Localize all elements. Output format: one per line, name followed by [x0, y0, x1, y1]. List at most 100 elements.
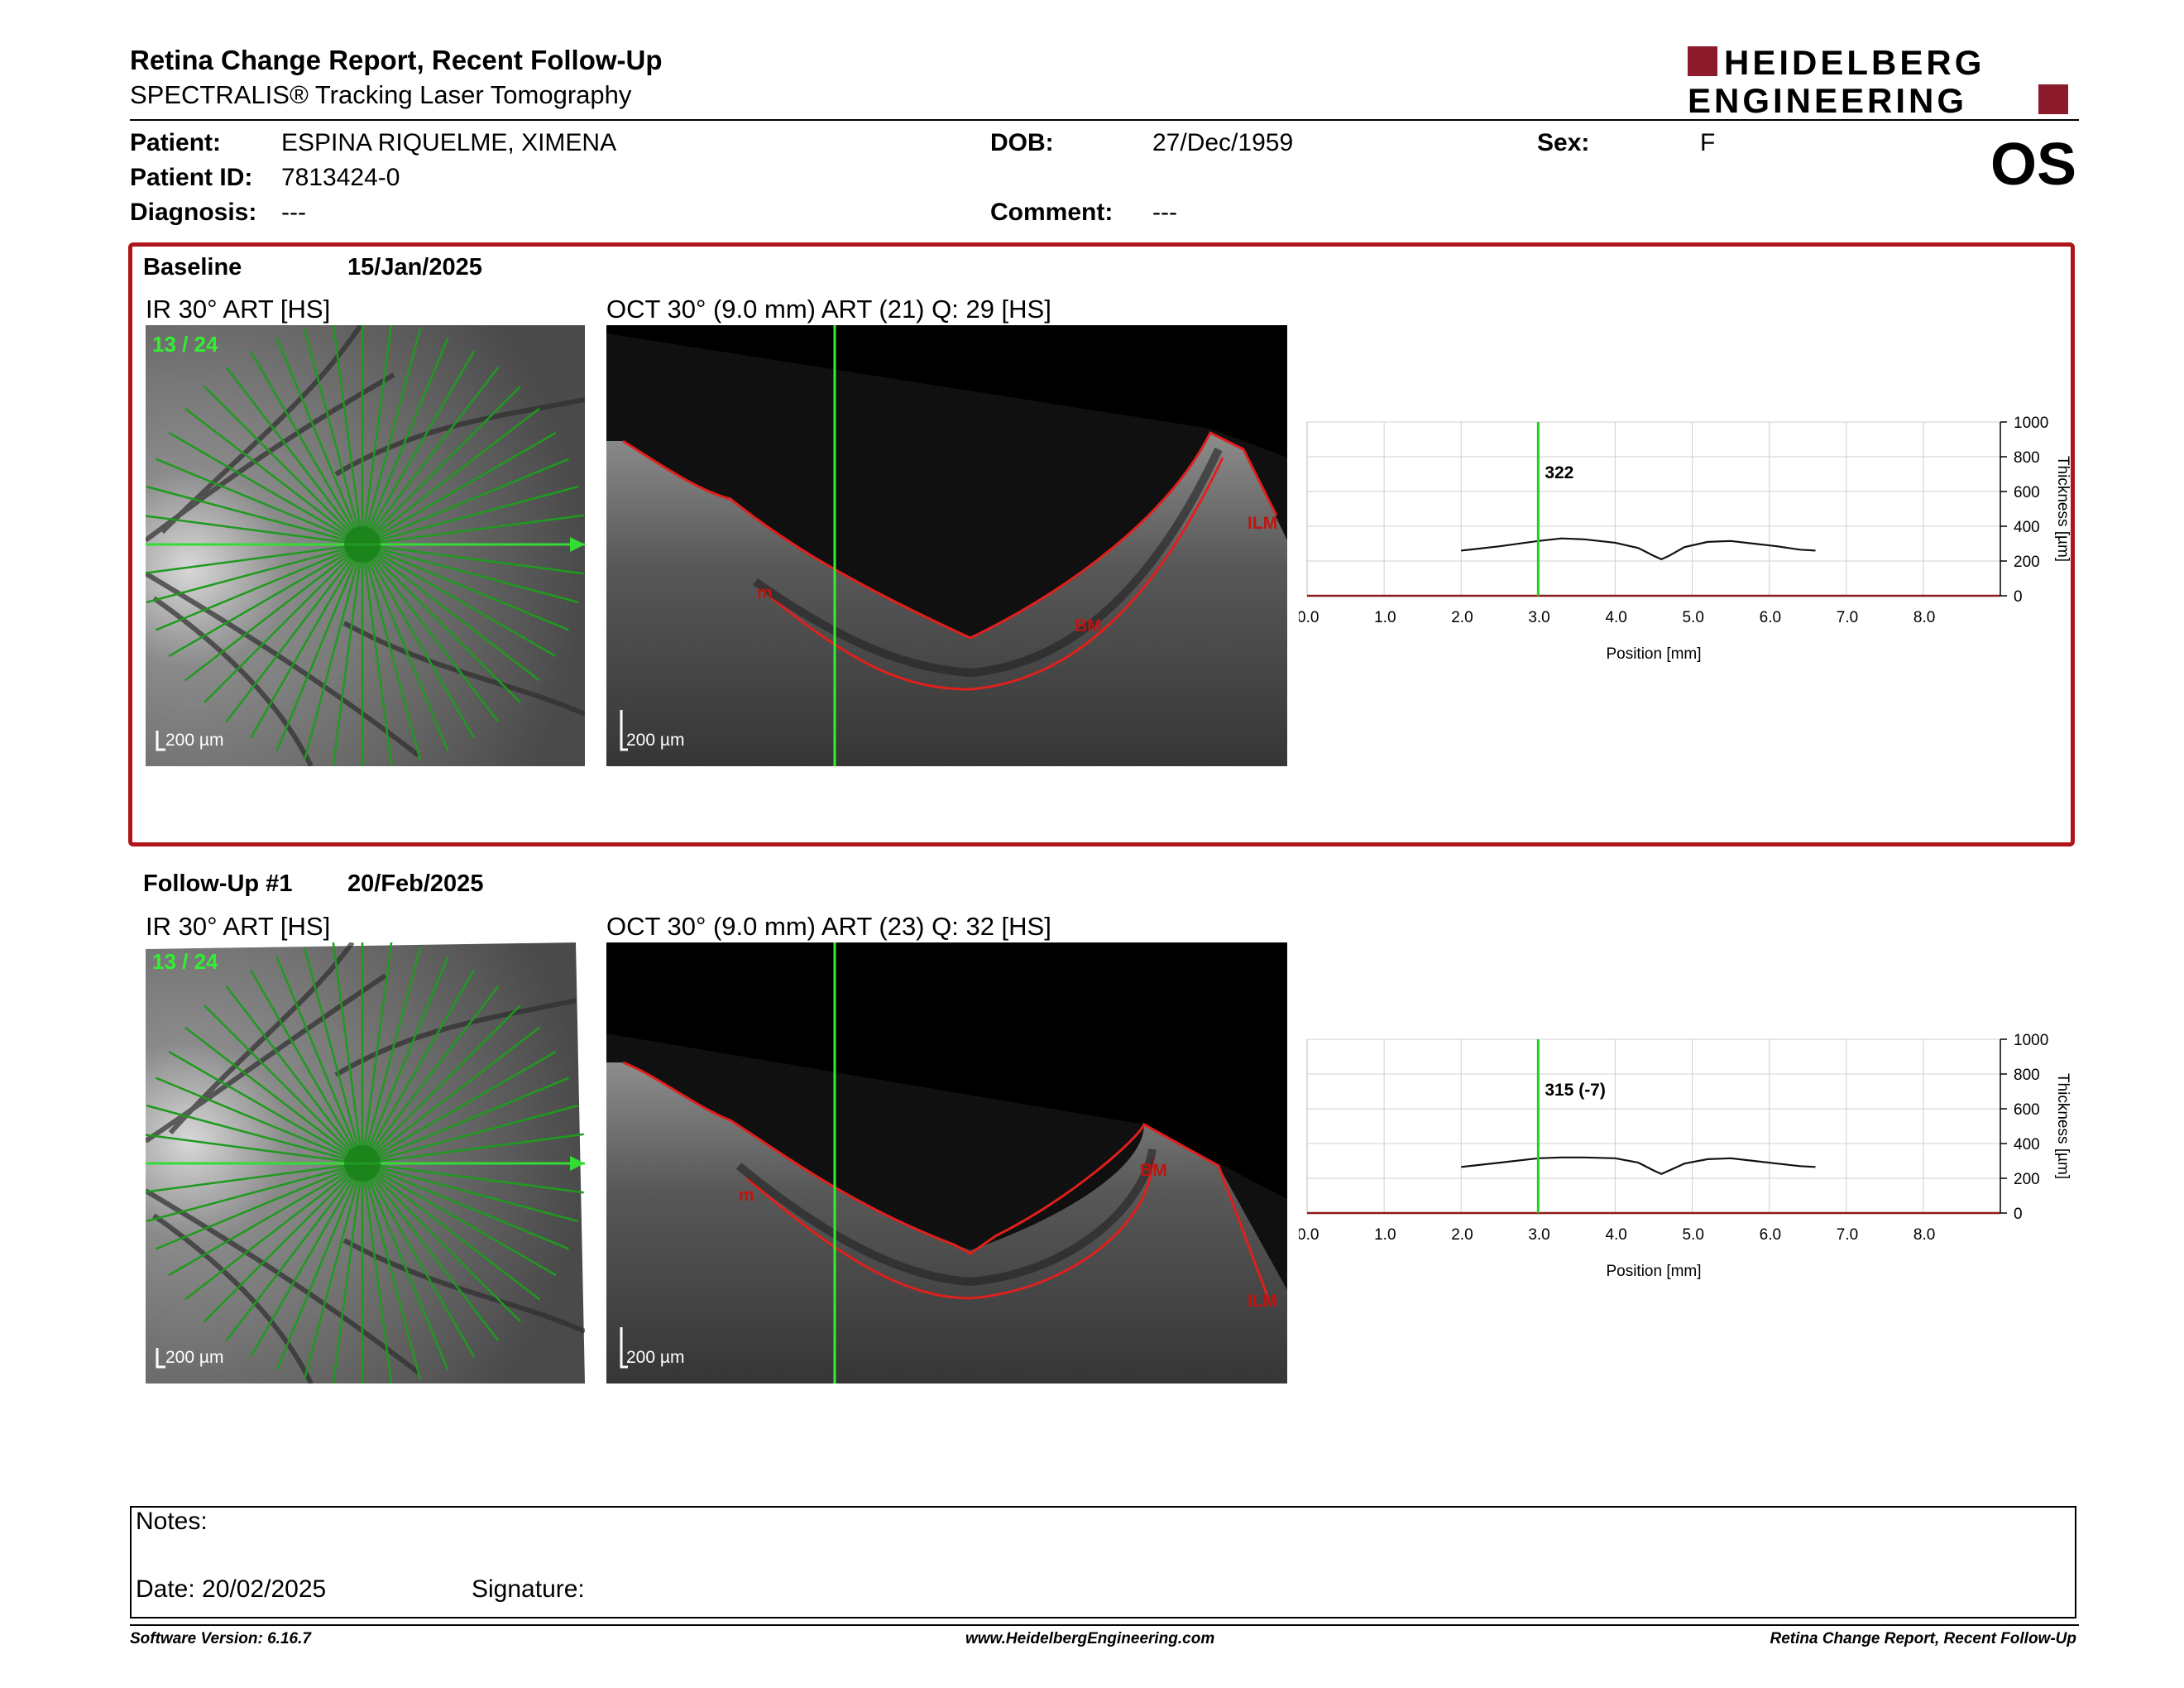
radial-scan-line — [361, 350, 476, 545]
patient-id-label: Patient ID: — [130, 164, 253, 191]
diagnosis-label: Diagnosis: — [130, 199, 257, 226]
radial-scan-line — [146, 515, 363, 546]
x-tick-label: 1.0 — [1374, 609, 1396, 626]
x-tick-label: 7.0 — [1837, 609, 1858, 626]
radial-scan-line — [361, 947, 422, 1164]
y-tick-label: 1000 — [2014, 415, 2048, 432]
followup-ilm-label: ILM — [1248, 1292, 1277, 1311]
radial-scan-line — [275, 338, 364, 545]
radial-scan-line — [168, 1050, 363, 1165]
followup-scan-counter: 13 / 24 — [152, 949, 218, 974]
radial-scan-line — [361, 1163, 393, 1385]
radial-scan-line — [146, 1104, 363, 1165]
y-tick-label: 400 — [2014, 1136, 2040, 1153]
radial-scan-line — [362, 1162, 557, 1277]
radial-scan-line — [156, 458, 363, 546]
radial-scan-line — [362, 1163, 521, 1322]
radial-scan-line — [362, 1162, 569, 1250]
followup-m-label: m — [739, 1186, 754, 1205]
radial-scan-line — [184, 544, 363, 682]
logo-graphic: HEIDELBERG ENGINEERING — [1688, 43, 2068, 120]
radial-scan-line — [303, 947, 364, 1164]
radial-scan-line — [362, 485, 579, 546]
followup-fundus-svg: 13 / 24 200 µm — [139, 940, 587, 1387]
radial-scan-line — [362, 544, 521, 703]
signature-line[interactable] — [472, 1605, 1382, 1606]
eye-indicator: OS — [1990, 132, 2076, 198]
x-tick-label: 3.0 — [1528, 609, 1549, 626]
dob-label: DOB: — [990, 129, 1054, 156]
x-tick-label: 5.0 — [1683, 1226, 1704, 1244]
radial-scan-line — [332, 1163, 364, 1385]
radial-scan-line — [362, 431, 557, 546]
notes-box — [130, 1506, 2076, 1618]
sex-label: Sex: — [1537, 129, 1590, 156]
radial-scan-line — [184, 407, 363, 545]
followup-ir-image[interactable]: 13 / 24 200 µm — [139, 940, 587, 1387]
baseline-m-label: m — [757, 583, 773, 602]
heidelberg-logo: HEIDELBERG ENGINEERING — [1688, 43, 2068, 120]
x-tick-label: 8.0 — [1913, 609, 1935, 626]
x-tick-label: 1.0 — [1374, 1226, 1396, 1244]
y-tick-label: 0 — [2014, 1206, 2023, 1223]
radial-scan-line — [362, 1077, 569, 1165]
radial-scan-line — [141, 1133, 363, 1165]
website-link[interactable]: www.HeidelbergEngineering.com — [965, 1630, 1215, 1647]
radial-scan-line — [275, 544, 364, 751]
software-version: Software Version: 6.16.7 — [130, 1630, 311, 1647]
x-tick-label: 3.0 — [1528, 1226, 1549, 1244]
position-marker-label: 322 — [1545, 463, 1573, 482]
baseline-oct-image[interactable]: ILM BM m 200 µm — [606, 325, 1287, 766]
radial-scan-line — [156, 1077, 363, 1165]
logo-line-2: ENGINEERING — [1688, 81, 1967, 117]
radial-scan-line — [361, 957, 449, 1164]
baseline-thickness-chart: 0 200 400 600 800 1000 0.0 1.0 2.0 3.0 4.0 5.0 6.0 7.… — [1297, 405, 2093, 679]
notes-label: Notes: — [136, 1508, 208, 1535]
baseline-date: 15/Jan/2025 — [347, 254, 482, 281]
followup-oct-image[interactable]: ILM BM m 200 µm — [606, 942, 1287, 1383]
radial-scan-line — [184, 1026, 363, 1164]
radial-scan-line — [362, 407, 540, 545]
radial-scan-line — [146, 1162, 363, 1223]
radial-scan-line — [361, 1163, 476, 1358]
followup-thickness-chart: 0 200 400 600 800 1000 0.0 1.0 2.0 3.0 4.0 5.0 6.0 7.… — [1297, 1023, 2093, 1296]
radial-scan-line — [249, 350, 364, 545]
y-tick-label: 800 — [2014, 1067, 2040, 1084]
radial-scan-line — [362, 1133, 584, 1165]
radial-scan-line — [249, 1163, 364, 1358]
radial-scan-line — [168, 1162, 363, 1277]
baseline-oct-title: OCT 30° (9.0 mm) ART (21) Q: 29 [HS] — [606, 295, 1051, 324]
date-label: Date: 20/02/2025 — [136, 1575, 327, 1603]
radial-scan-line — [362, 1050, 557, 1165]
radial-scan-line — [362, 543, 579, 604]
radial-scan-line — [362, 1163, 500, 1341]
radial-scan-line — [146, 485, 363, 546]
radial-scan-line — [362, 543, 557, 658]
dob-value: 27/Dec/1959 — [1152, 129, 1294, 156]
radial-scan-line — [156, 543, 363, 631]
radial-scan-line — [204, 544, 363, 703]
followup-thickness-svg: 0 200 400 600 800 1000 0.0 1.0 2.0 3.0 4.0 5.0 6.0 7.… — [1297, 1032, 2071, 1280]
radial-scan-line — [275, 957, 364, 1164]
baseline-frame — [128, 242, 2075, 846]
signature-label: Signature: — [472, 1575, 585, 1603]
position-marker-label: 315 (-7) — [1545, 1081, 1606, 1100]
y-tick-label: 1000 — [2014, 1032, 2048, 1049]
y-tick-label: 600 — [2014, 484, 2040, 501]
radial-scan-line — [362, 1163, 540, 1301]
radial-scan-line — [362, 367, 500, 545]
radial-scan-line — [225, 367, 363, 545]
radial-scan-line — [146, 543, 363, 574]
footer-report-name: Retina Change Report, Recent Follow-Up — [1770, 1630, 2076, 1647]
baseline-thickness-svg: 0 200 400 600 800 1000 0.0 1.0 2.0 3.0 4.0 5.0 6.0 7.… — [1297, 415, 2071, 663]
radial-scan-line — [361, 1163, 449, 1370]
radial-scan-line — [303, 328, 364, 545]
followup-oct-svg: ILM BM m 200 µm — [606, 942, 1287, 1383]
radial-scan-line — [362, 543, 584, 575]
radial-scan-line — [362, 1026, 540, 1164]
radial-scan-line — [361, 544, 449, 751]
followup-date: 20/Feb/2025 — [347, 870, 484, 897]
baseline-ir-image[interactable]: 13 / 24 200 µm — [146, 325, 585, 766]
followup-bm-label: BM — [1140, 1161, 1167, 1180]
radial-scan-line — [361, 942, 393, 1164]
